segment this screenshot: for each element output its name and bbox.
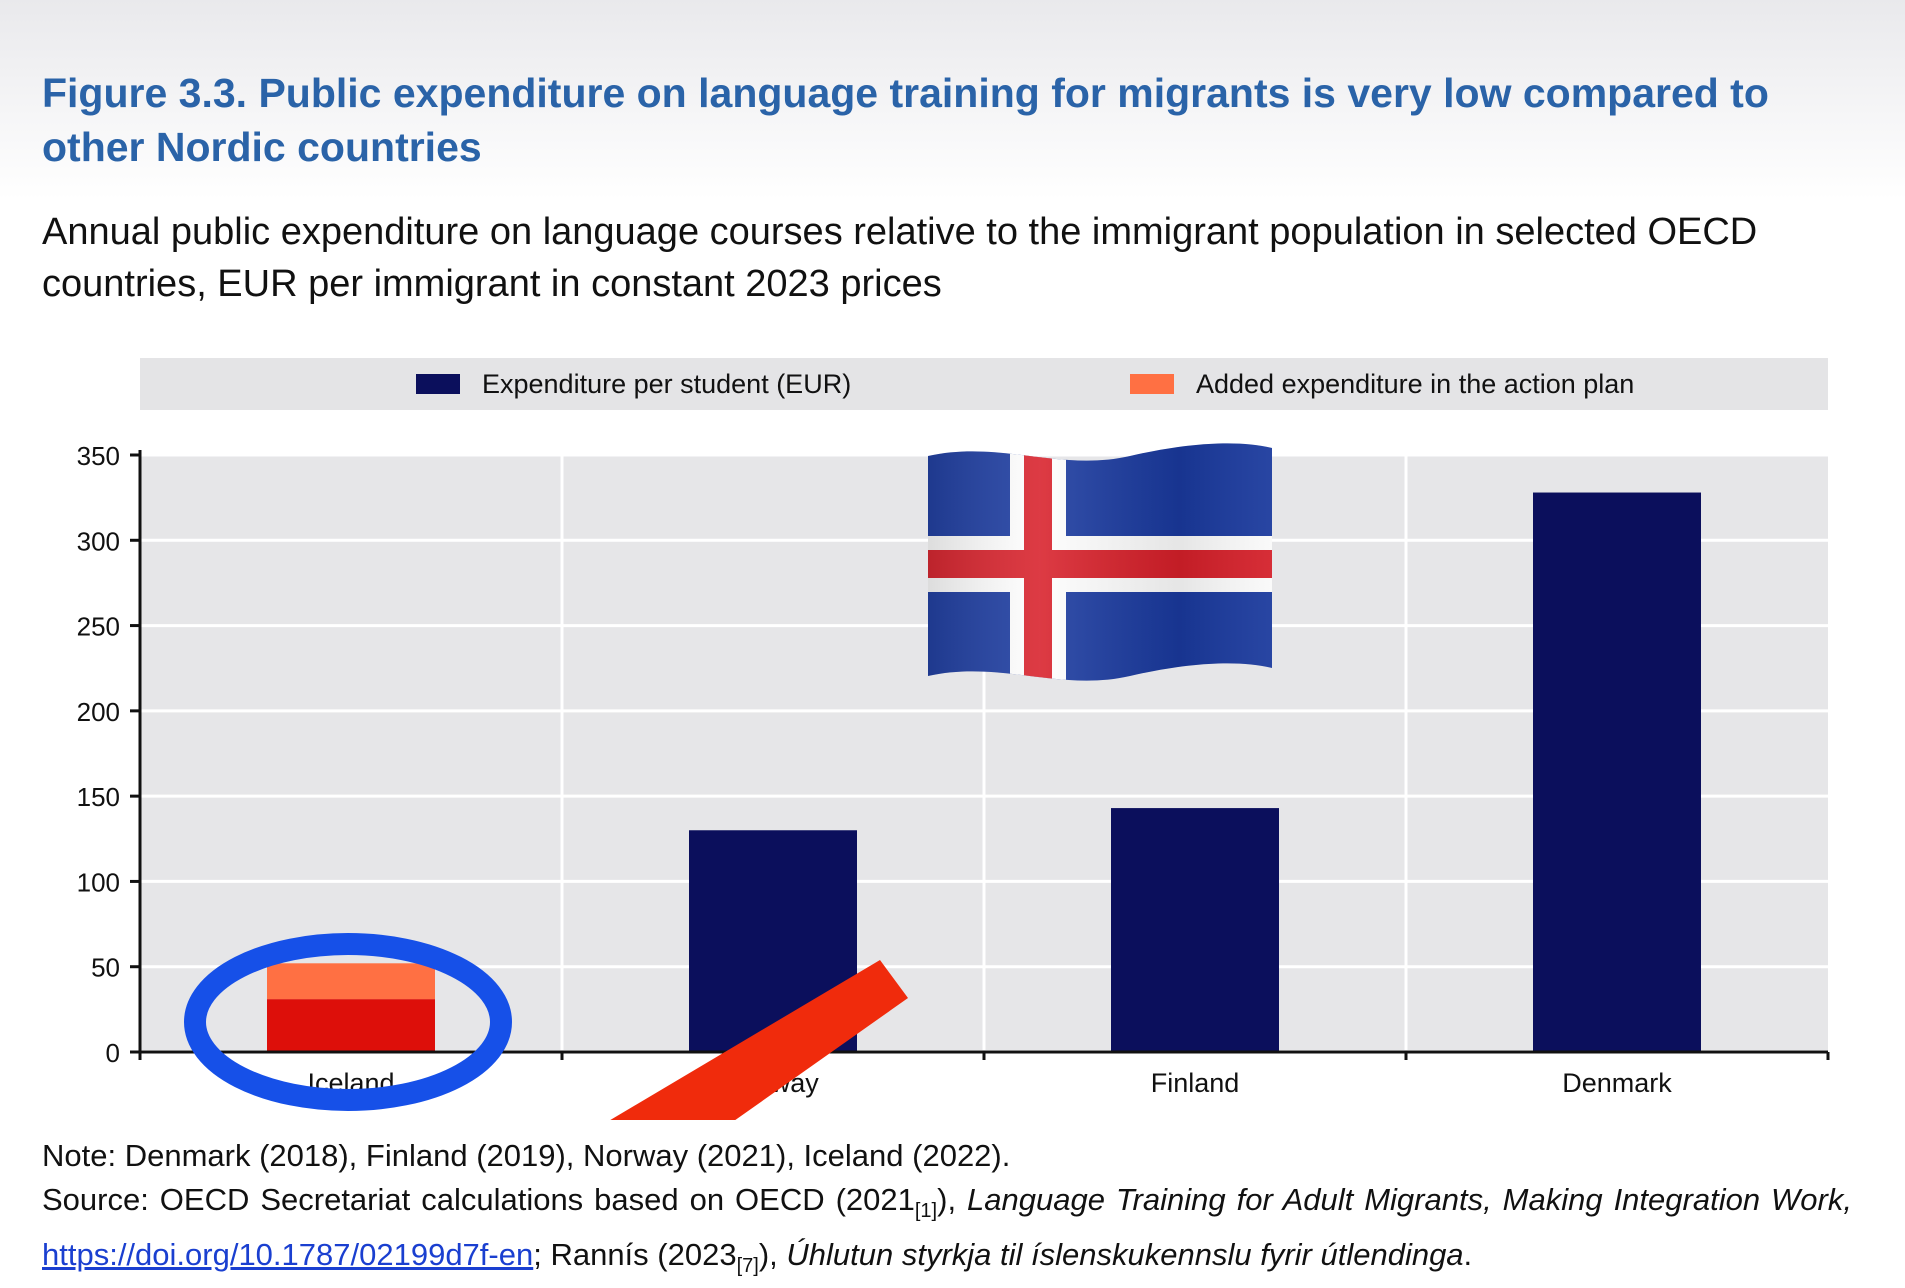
source-mid: ),: [937, 1182, 968, 1217]
y-tick-label: 250: [77, 612, 120, 642]
y-tick-label: 350: [77, 441, 120, 471]
source-ref-2: [7]: [736, 1255, 759, 1278]
x-tick-label-finland: Finland: [1151, 1068, 1240, 1098]
x-tick-labels: IcelandNorwayFinlandDenmark: [307, 1068, 1672, 1098]
x-tick-label-denmark: Denmark: [1562, 1068, 1672, 1098]
source-line-2: https://doi.org/10.1787/02199d7f-en; Ran…: [42, 1233, 1852, 1288]
source-line-1: Source: OECD Secretariat calculations ba…: [42, 1178, 1852, 1233]
figure-notes: Note: Denmark (2018), Finland (2019), No…: [42, 1134, 1852, 1288]
doi-link[interactable]: https://doi.org/10.1787/02199d7f-en: [42, 1237, 534, 1273]
legend-item-expenditure: Expenditure per student (EUR): [416, 358, 851, 410]
bar-denmark-series-0: [1533, 492, 1701, 1052]
source-title-2: Úhlutun styrkja til íslenskukennslu fyri…: [786, 1237, 1464, 1273]
y-tick-label: 150: [77, 782, 120, 812]
legend-label-added: Added expenditure in the action plan: [1196, 368, 1635, 399]
note-line: Note: Denmark (2018), Finland (2019), No…: [42, 1138, 1011, 1173]
y-tick-labels: 0 50 100 150 200 250 300 350: [77, 441, 120, 1068]
legend-swatch-added: [1130, 374, 1174, 394]
y-tick-label: 0: [106, 1038, 120, 1068]
highlight-ellipse-icon: [184, 933, 512, 1111]
iceland-flag-icon: [928, 443, 1272, 681]
y-tick-label: 100: [77, 867, 120, 897]
source-ref-1: [1]: [914, 1200, 938, 1223]
source-prefix: Source: OECD Secretariat calculations ba…: [42, 1182, 915, 1217]
axes: [130, 450, 1830, 1060]
chart-legend: Expenditure per student (EUR) Added expe…: [140, 358, 1828, 410]
source-end: .: [1463, 1237, 1473, 1273]
y-tick-label: 300: [77, 526, 120, 556]
top-fade: [0, 0, 1905, 200]
figure-title: Figure 3.3. Public expenditure on langua…: [42, 70, 1769, 170]
bar-finland-series-0: [1111, 808, 1279, 1052]
source-rannis: ; Rannís (2023: [533, 1237, 737, 1273]
source-title-1: Language Training for Adult Migrants, Ma…: [967, 1182, 1852, 1217]
bars: [267, 492, 1701, 1052]
legend-item-added: Added expenditure in the action plan: [1130, 358, 1634, 410]
source-close: ),: [758, 1237, 787, 1273]
bar-iceland-series-0: [267, 999, 435, 1052]
bar-iceland-series-1: [267, 963, 435, 1000]
figure-subtitle: Annual public expenditure on language co…: [42, 211, 1758, 305]
legend-swatch-expenditure: [416, 374, 460, 394]
red-arrow-icon: [610, 960, 908, 1120]
legend-label-expenditure: Expenditure per student (EUR): [482, 368, 852, 399]
y-tick-label: 200: [77, 697, 120, 727]
y-tick-label: 50: [91, 953, 120, 983]
